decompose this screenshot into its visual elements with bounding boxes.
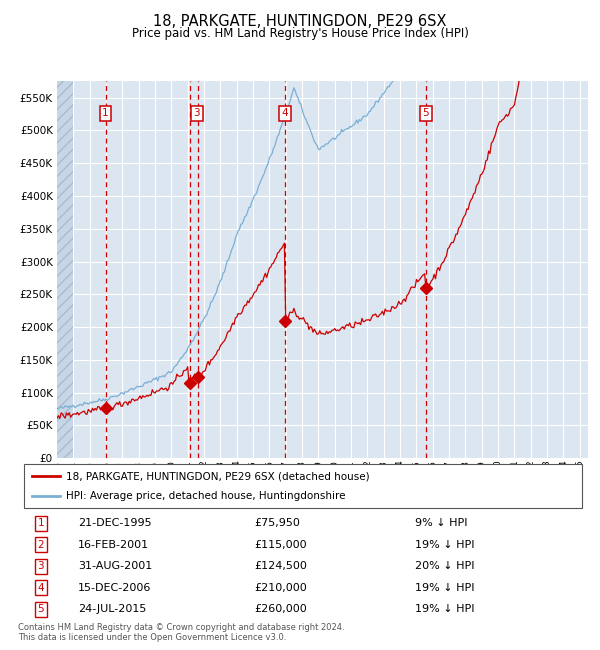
Text: £210,000: £210,000 — [254, 582, 307, 593]
Text: 2: 2 — [37, 540, 44, 550]
Text: 24-JUL-2015: 24-JUL-2015 — [78, 604, 146, 614]
Text: 16-FEB-2001: 16-FEB-2001 — [78, 540, 149, 550]
Text: 19% ↓ HPI: 19% ↓ HPI — [415, 582, 475, 593]
Text: 9% ↓ HPI: 9% ↓ HPI — [415, 518, 468, 528]
Text: 5: 5 — [37, 604, 44, 614]
Text: 5: 5 — [422, 109, 429, 118]
Text: £124,500: £124,500 — [254, 561, 307, 571]
Text: £260,000: £260,000 — [254, 604, 307, 614]
Text: HPI: Average price, detached house, Huntingdonshire: HPI: Average price, detached house, Hunt… — [66, 491, 346, 501]
Text: 4: 4 — [37, 582, 44, 593]
Text: £75,950: £75,950 — [254, 518, 300, 528]
Text: 15-DEC-2006: 15-DEC-2006 — [78, 582, 152, 593]
Text: 21-DEC-1995: 21-DEC-1995 — [78, 518, 152, 528]
Text: 1: 1 — [102, 109, 109, 118]
Text: £115,000: £115,000 — [254, 540, 307, 550]
Text: 3: 3 — [37, 561, 44, 571]
Text: 18, PARKGATE, HUNTINGDON, PE29 6SX: 18, PARKGATE, HUNTINGDON, PE29 6SX — [153, 14, 447, 29]
Text: 3: 3 — [194, 109, 200, 118]
Text: 19% ↓ HPI: 19% ↓ HPI — [415, 540, 475, 550]
Text: 31-AUG-2001: 31-AUG-2001 — [78, 561, 152, 571]
Text: Price paid vs. HM Land Registry's House Price Index (HPI): Price paid vs. HM Land Registry's House … — [131, 27, 469, 40]
FancyBboxPatch shape — [24, 464, 582, 508]
Polygon shape — [57, 81, 73, 458]
Text: 4: 4 — [282, 109, 289, 118]
Text: 20% ↓ HPI: 20% ↓ HPI — [415, 561, 475, 571]
Text: This data is licensed under the Open Government Licence v3.0.: This data is licensed under the Open Gov… — [18, 633, 286, 642]
Text: 19% ↓ HPI: 19% ↓ HPI — [415, 604, 475, 614]
Text: Contains HM Land Registry data © Crown copyright and database right 2024.: Contains HM Land Registry data © Crown c… — [18, 623, 344, 632]
Text: 1: 1 — [37, 518, 44, 528]
Text: 18, PARKGATE, HUNTINGDON, PE29 6SX (detached house): 18, PARKGATE, HUNTINGDON, PE29 6SX (deta… — [66, 471, 370, 481]
